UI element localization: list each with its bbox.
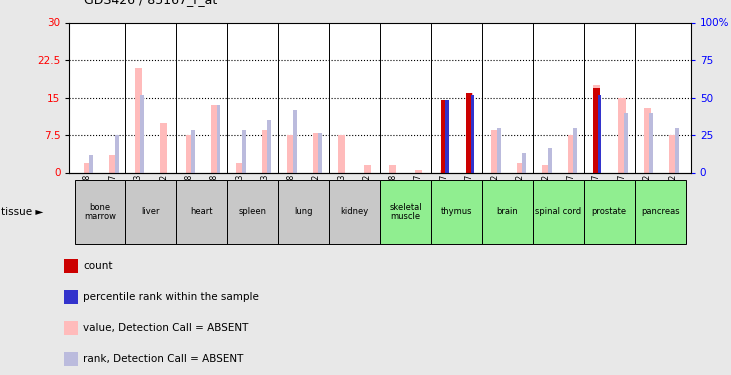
Text: liver: liver xyxy=(142,207,160,216)
Bar xyxy=(466,93,472,172)
Text: kidney: kidney xyxy=(341,207,368,216)
Bar xyxy=(593,85,600,172)
Bar xyxy=(675,128,679,172)
Text: GDS426 / 85167_r_at: GDS426 / 85167_r_at xyxy=(84,0,217,6)
Bar xyxy=(440,170,447,172)
Bar xyxy=(390,165,396,172)
Bar xyxy=(262,130,269,172)
Bar xyxy=(471,95,474,172)
Text: value, Detection Call = ABSENT: value, Detection Call = ABSENT xyxy=(83,323,249,333)
Bar xyxy=(268,120,271,172)
Bar xyxy=(414,170,422,172)
Bar xyxy=(64,290,78,304)
Bar xyxy=(216,105,221,172)
Bar xyxy=(548,147,551,172)
Bar xyxy=(635,180,686,244)
Bar xyxy=(126,180,176,244)
Bar xyxy=(64,259,78,273)
Bar xyxy=(89,155,93,172)
Bar xyxy=(84,162,91,172)
Text: heart: heart xyxy=(191,207,213,216)
Text: thymus: thymus xyxy=(441,207,472,216)
Bar xyxy=(319,132,322,172)
Bar xyxy=(522,153,526,173)
Bar xyxy=(364,165,371,172)
Bar xyxy=(135,68,142,172)
Bar xyxy=(496,128,501,172)
Bar xyxy=(115,135,118,172)
Bar xyxy=(533,180,584,244)
Bar xyxy=(594,87,599,172)
Text: pancreas: pancreas xyxy=(641,207,680,216)
Bar xyxy=(140,95,144,172)
Bar xyxy=(242,130,246,172)
Text: prostate: prostate xyxy=(591,207,627,216)
Bar xyxy=(64,321,78,335)
Bar xyxy=(573,128,577,172)
Bar xyxy=(482,180,533,244)
Bar xyxy=(109,155,116,172)
Bar xyxy=(466,93,473,172)
Text: rank, Detection Call = ABSENT: rank, Detection Call = ABSENT xyxy=(83,354,244,364)
Text: tissue ►: tissue ► xyxy=(1,207,43,217)
Bar xyxy=(64,352,78,366)
Bar xyxy=(670,135,676,172)
Text: brain: brain xyxy=(496,207,518,216)
Bar xyxy=(649,112,654,172)
Bar xyxy=(160,123,167,172)
Bar xyxy=(431,180,482,244)
Bar xyxy=(237,162,243,172)
Bar xyxy=(567,135,575,172)
Text: skeletal
muscle: skeletal muscle xyxy=(390,202,422,221)
Bar xyxy=(176,180,227,244)
Bar xyxy=(329,180,380,244)
Bar xyxy=(279,180,329,244)
Bar xyxy=(598,95,602,172)
Text: bone
marrow: bone marrow xyxy=(84,202,116,221)
Bar xyxy=(380,180,431,244)
Text: spleen: spleen xyxy=(239,207,267,216)
Bar xyxy=(441,100,447,172)
Text: percentile rank within the sample: percentile rank within the sample xyxy=(83,292,260,302)
Bar xyxy=(624,112,628,172)
Bar xyxy=(338,135,346,172)
Bar xyxy=(644,108,651,172)
Bar xyxy=(584,180,635,244)
Bar xyxy=(191,130,195,172)
Bar xyxy=(227,180,279,244)
Text: count: count xyxy=(83,261,113,271)
Bar xyxy=(491,130,499,172)
Bar xyxy=(542,165,549,172)
Bar xyxy=(618,98,626,172)
Bar xyxy=(293,110,297,172)
Text: spinal cord: spinal cord xyxy=(535,207,581,216)
Bar xyxy=(211,105,218,172)
Bar xyxy=(313,132,320,172)
Bar xyxy=(75,180,126,244)
Bar xyxy=(517,162,523,172)
Bar xyxy=(186,135,193,172)
Bar xyxy=(287,135,295,172)
Text: lung: lung xyxy=(295,207,313,216)
Bar xyxy=(445,100,449,172)
